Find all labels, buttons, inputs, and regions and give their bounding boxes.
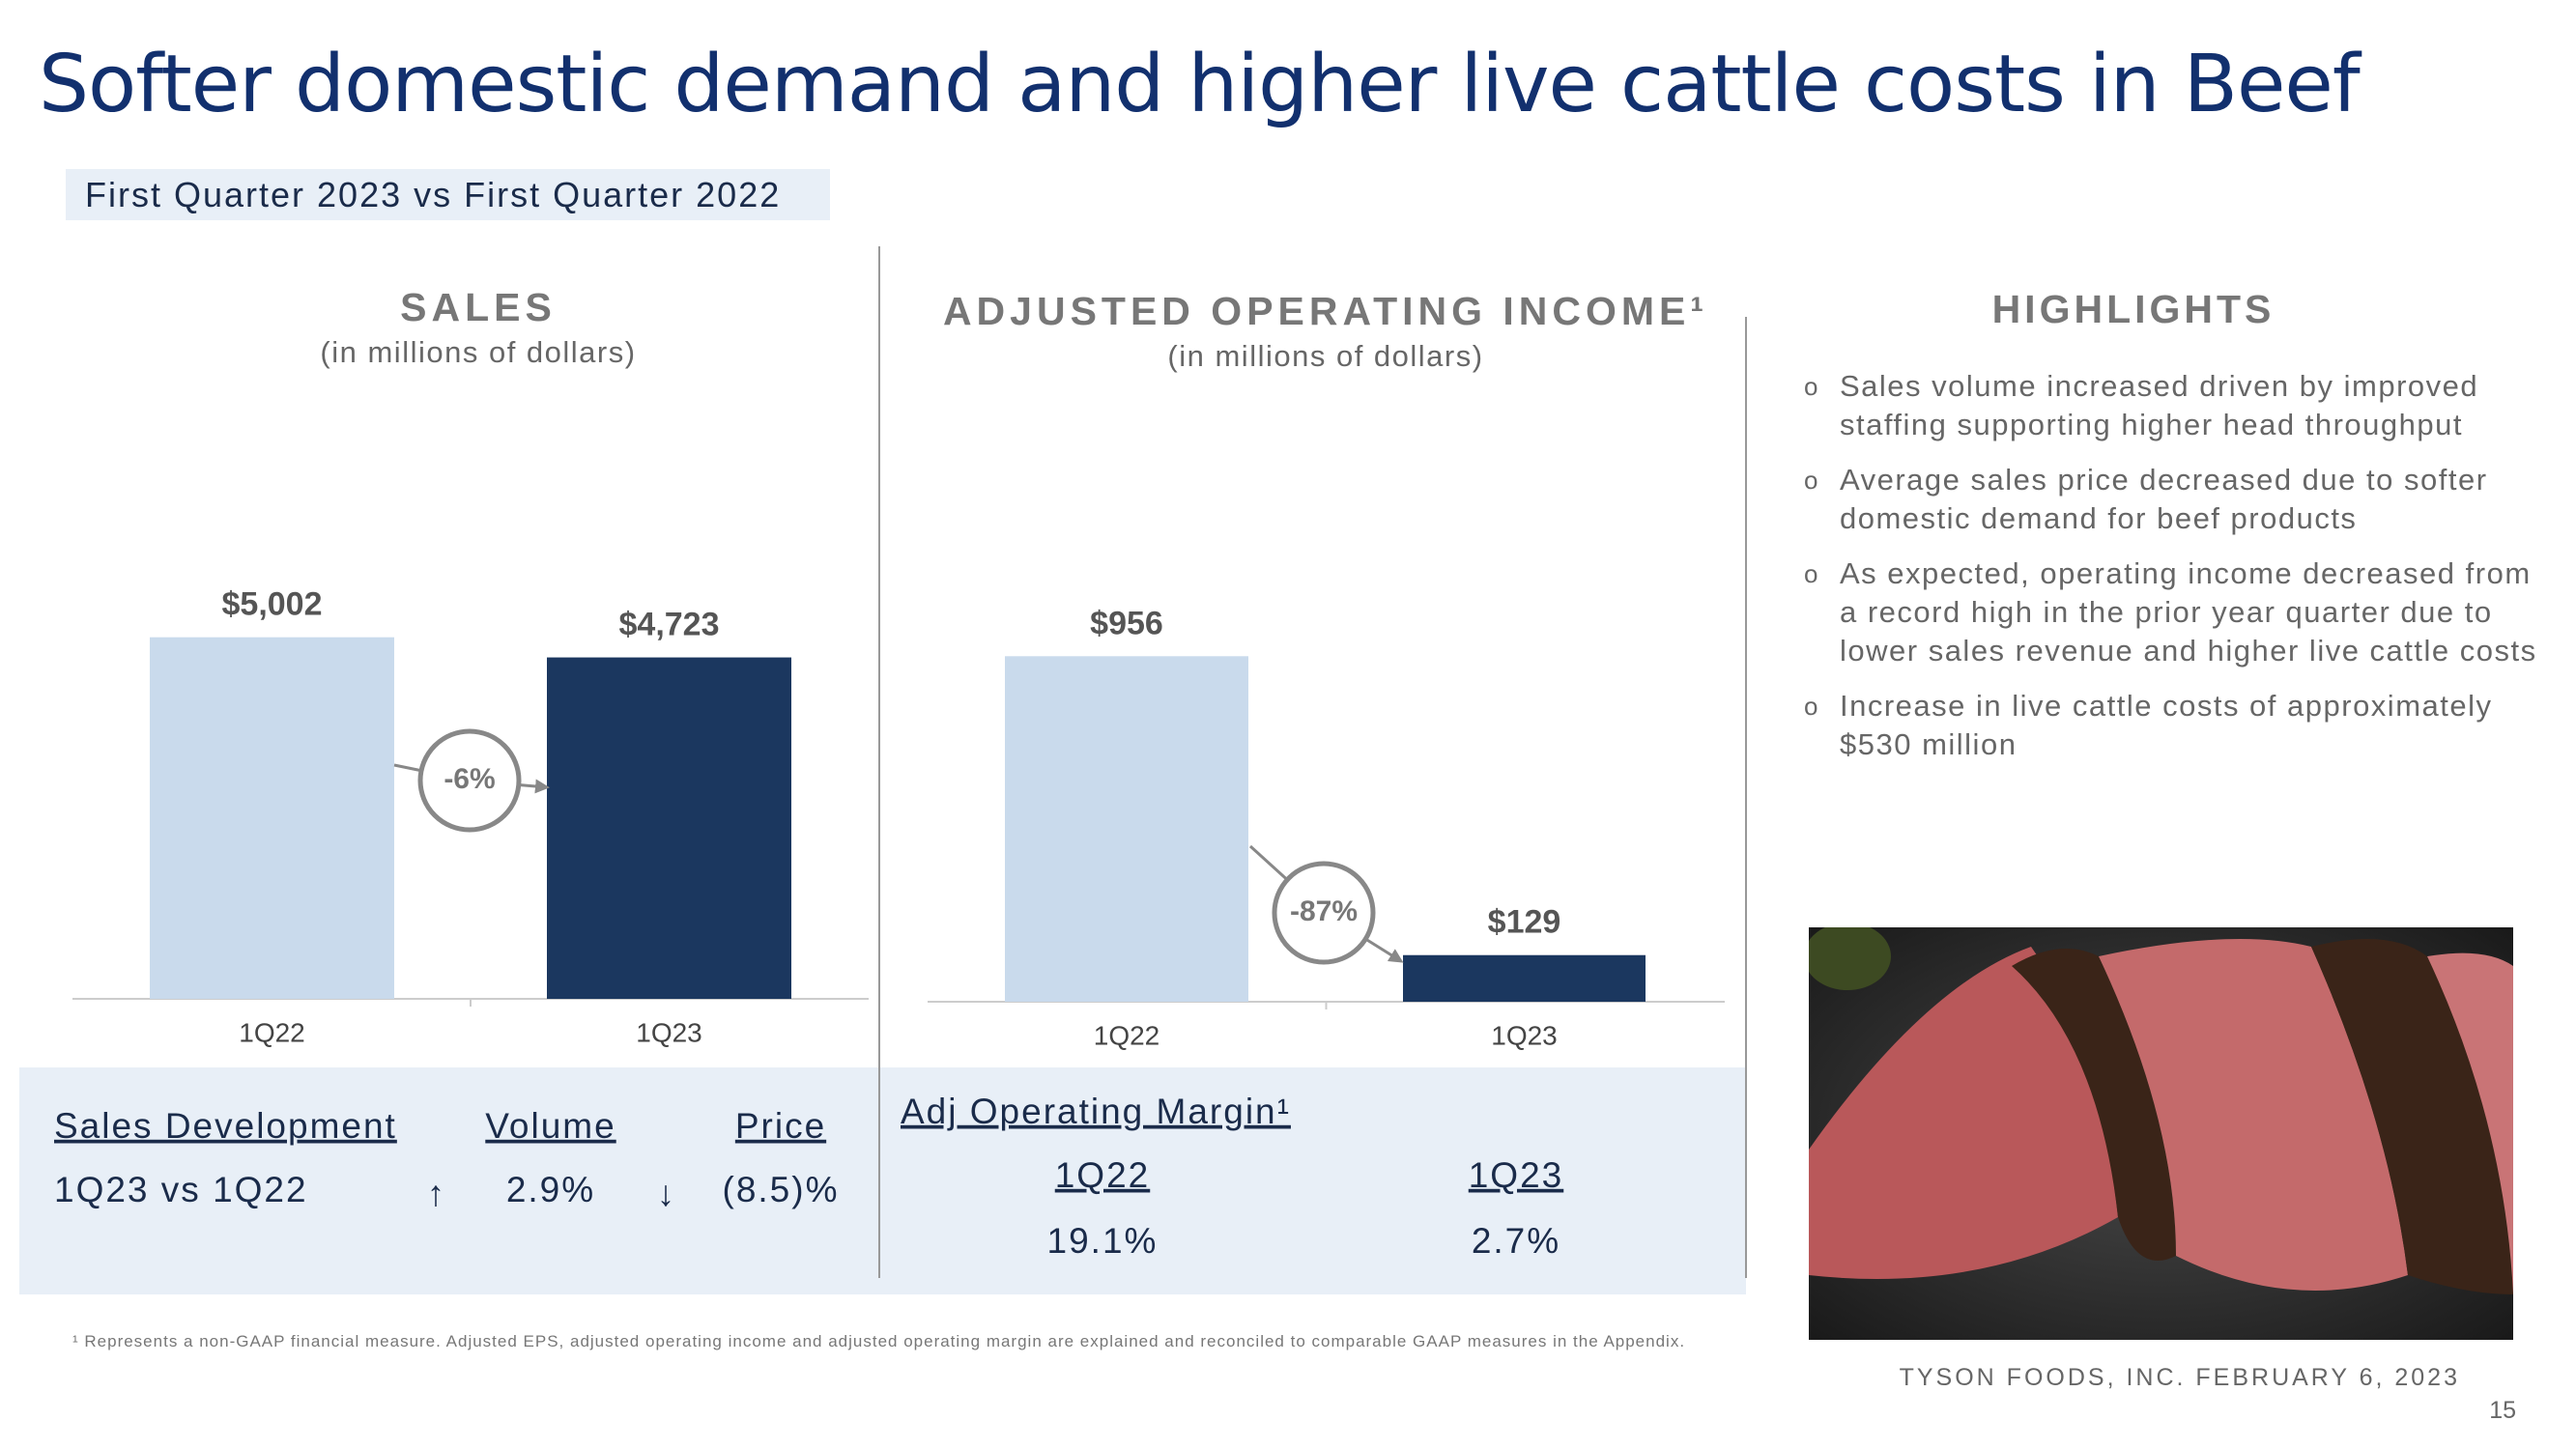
connector (1248, 844, 1289, 881)
connector (393, 763, 422, 773)
table-header: Volume (485, 1106, 615, 1146)
highlight: Sales volume increased driven by improve… (1804, 367, 2558, 444)
footer: TYSON FOODS, INC. FEBRUARY 6, 2023 (1899, 1364, 2460, 1391)
table-header: 1Q23 (1469, 1155, 1564, 1195)
band (19, 1067, 1746, 1294)
table-cell: 19.1% (1047, 1221, 1159, 1261)
value-label: $5,002 (222, 586, 323, 623)
arrow: ↓ (657, 1174, 677, 1213)
change-label: -87% (1290, 895, 1358, 927)
table-cell: 1Q23 vs 1Q22 (54, 1170, 308, 1209)
bar (150, 637, 394, 999)
chart-subtitle: (in millions of dollars) (1167, 339, 1483, 373)
table-cell: 2.9% (506, 1170, 595, 1209)
chart: ADJUSTED OPERATING INCOME¹ (in millions o… (928, 289, 1725, 1050)
x-tick-label: 1Q22 (1094, 1020, 1160, 1050)
highlight: Average sales price decreased due to sof… (1804, 461, 2558, 538)
x-tick-label: 1Q23 (636, 1017, 702, 1047)
chart-title: SALES (400, 285, 557, 329)
chart-title: ADJUSTED OPERATING INCOME¹ (943, 289, 1708, 333)
bar (1403, 954, 1646, 1002)
chart-subtitle: (in millions of dollars) (320, 335, 636, 369)
value-label: $4,723 (619, 607, 720, 643)
table-cell: (8.5)% (723, 1170, 840, 1209)
table-header: Adj Operating Margin¹ (901, 1092, 1291, 1131)
change-circle (1272, 861, 1376, 965)
highlights: Sales volume increased driven by improve… (1804, 367, 2558, 781)
table-header: 1Q22 (1055, 1155, 1151, 1195)
page-number: 15 (2489, 1397, 2516, 1424)
value-label: $129 (1488, 904, 1561, 941)
bar (1005, 656, 1248, 1002)
connector (1364, 937, 1404, 963)
sales-development: Sales Development Volume Price 1Q23 vs 1… (54, 1106, 840, 1213)
change-label: -6% (444, 763, 495, 795)
highlight-list: Sales volume increased driven by improve… (1804, 367, 2558, 764)
table-header: Price (735, 1106, 826, 1146)
change-circle (417, 728, 522, 833)
chart: SALES (in millions of dollars) $5,002 1Q22 $… (72, 285, 869, 1047)
table-cell: 2.7% (1472, 1221, 1560, 1261)
connector (518, 779, 550, 794)
x-tick-label: 1Q23 (1491, 1020, 1558, 1050)
bar (547, 657, 791, 999)
slide-title: Softer domestic demand and higher live c… (39, 39, 2361, 130)
footnote: ¹ Represents a non-GAAP financial measur… (72, 1332, 1686, 1350)
highlight: Increase in live cattle costs of approxi… (1804, 687, 2558, 764)
highlights-title: HIGHLIGHTS (1992, 287, 2275, 331)
x-tick-label: 1Q22 (239, 1017, 305, 1047)
value-label: $956 (1090, 605, 1163, 641)
subtitle: First Quarter 2023 vs First Quarter 2022 (66, 169, 830, 220)
arrow: ↑ (427, 1174, 447, 1213)
photo (1809, 927, 2513, 1340)
highlight: As expected, operating income decreased … (1804, 554, 2558, 670)
margin: Adj Operating Margin¹ 1Q22 1Q23 19.1% 2.… (901, 1092, 1564, 1261)
table-header: Sales Development (54, 1106, 397, 1146)
